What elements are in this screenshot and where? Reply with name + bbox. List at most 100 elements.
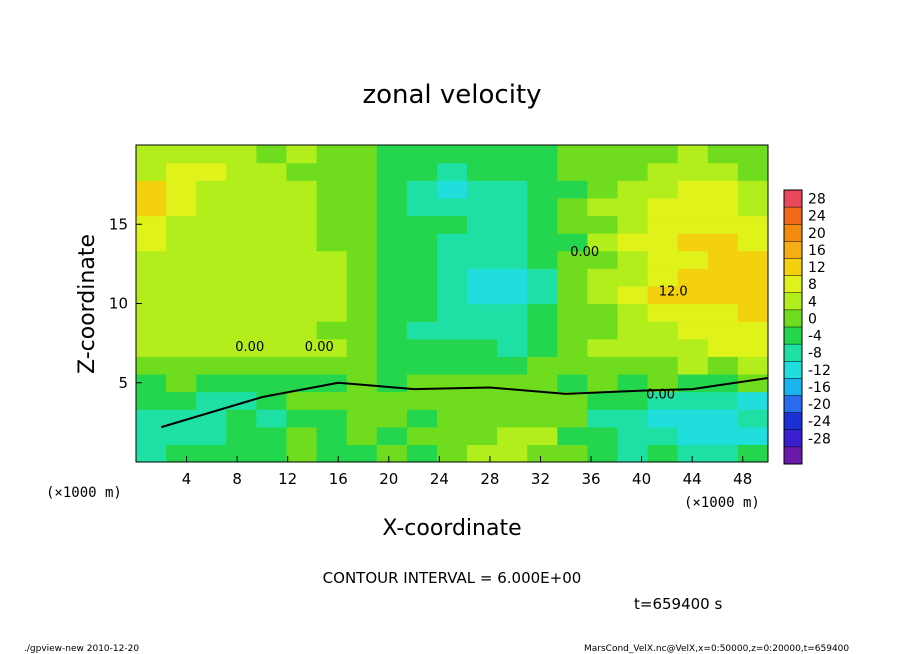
heatmap-cell <box>467 373 498 393</box>
heatmap-cell <box>166 391 197 410</box>
heatmap-cell <box>497 250 528 269</box>
heatmap-cell <box>647 268 679 287</box>
colorbar-label: -8 <box>808 346 822 362</box>
heatmap-cell <box>406 233 438 252</box>
heatmap-cell <box>406 409 438 428</box>
heatmap-cell <box>707 321 739 340</box>
colorbar-label: -24 <box>808 414 831 430</box>
heatmap-cell <box>647 303 679 322</box>
heatmap-cell <box>737 409 768 428</box>
heatmap-cell <box>256 215 288 234</box>
heatmap-cell <box>346 145 378 164</box>
heatmap-cell <box>587 162 619 181</box>
heatmap-cell <box>346 444 378 462</box>
heatmap-cell <box>256 180 288 199</box>
heatmap-cell <box>136 338 167 357</box>
heatmap-cell <box>677 285 709 305</box>
colorbar-label: 24 <box>808 209 826 225</box>
heatmap-cell <box>527 162 558 181</box>
heatmap-cell <box>436 180 468 199</box>
heatmap-cell <box>226 145 257 164</box>
y-tick-label: 5 <box>118 374 128 392</box>
x-tick-label: 36 <box>581 470 600 488</box>
colorbar-label: 12 <box>808 260 826 276</box>
heatmap-cell <box>256 197 288 217</box>
heatmap-cell <box>497 373 528 393</box>
heatmap-cell <box>587 338 619 357</box>
heatmap-cell <box>196 303 227 322</box>
heatmap-cell <box>557 338 589 357</box>
heatmap-cell <box>136 391 167 410</box>
heatmap-cell <box>376 303 408 322</box>
footer-left: ./gpview-new 2010-12-20 <box>24 644 139 654</box>
heatmap-cell <box>557 321 589 340</box>
heatmap-cell <box>587 321 619 340</box>
x-axis-ticks: 4 8 12 16 20 24 28 32 36 40 44 48 <box>182 456 752 488</box>
x-tick-label: 16 <box>329 470 348 488</box>
heatmap-cell <box>196 338 227 357</box>
heatmap-cell <box>226 180 257 199</box>
contour-interval-label: CONTOUR INTERVAL = 6.000E+00 <box>323 569 582 587</box>
heatmap-cell <box>497 444 528 462</box>
heatmap-cell <box>436 162 468 181</box>
heatmap-cell <box>677 180 709 199</box>
heatmap-cell <box>316 338 348 357</box>
heatmap-cell <box>497 180 528 199</box>
heatmap-cell <box>346 373 378 393</box>
heatmap-cell <box>256 409 288 428</box>
heatmap-cell <box>436 197 468 217</box>
heatmap-cell <box>587 268 619 287</box>
heatmap-cell <box>707 180 739 199</box>
colorbar-label: 20 <box>808 226 826 242</box>
heatmap-cell <box>467 145 498 164</box>
heatmap-cell <box>136 373 167 393</box>
heatmap-cell <box>527 303 558 322</box>
contour-label: 0.00 <box>235 340 264 355</box>
heatmap-cell <box>587 373 619 393</box>
heatmap-cell <box>286 426 318 445</box>
heatmap-cell <box>527 426 558 445</box>
heatmap-cell <box>557 250 589 269</box>
x-tick-label: 40 <box>632 470 651 488</box>
heatmap-cell <box>196 268 227 287</box>
footer-right: MarsCond_VelX.nc@VelX,x=0:50000,z=0:2000… <box>584 644 849 654</box>
heatmap-cell <box>527 338 558 357</box>
heatmap-cell <box>467 285 498 305</box>
contour-label: 0.00 <box>646 388 675 403</box>
colorbar-label: -20 <box>808 397 831 413</box>
heatmap-cell <box>256 285 288 305</box>
heatmap-cell <box>316 391 348 410</box>
heatmap-cell <box>136 233 167 252</box>
heatmap-cell <box>527 215 558 234</box>
heatmap-cell <box>647 321 679 340</box>
heatmap-cell <box>677 268 709 287</box>
heatmap-cell <box>136 356 167 375</box>
heatmap-cell <box>707 268 739 287</box>
heatmap-cell <box>737 162 768 181</box>
heatmap-cell <box>316 356 348 375</box>
heatmap-cell <box>557 233 589 252</box>
heatmap-cell <box>376 180 408 199</box>
heatmap-cell <box>196 162 227 181</box>
heatmap-cell <box>617 321 649 340</box>
heatmap-cell <box>136 215 167 234</box>
heatmap-cell <box>737 303 768 322</box>
heatmap-cell <box>436 426 468 445</box>
heatmap-cell <box>647 180 679 199</box>
colorbar-swatch <box>784 327 802 345</box>
heatmap-cell <box>346 409 378 428</box>
heatmap-cell <box>677 391 709 410</box>
heatmap-cell <box>467 356 498 375</box>
heatmap-cell <box>226 321 257 340</box>
heatmap-cell <box>286 250 318 269</box>
heatmap-cell <box>196 180 227 199</box>
heatmap-cell <box>587 197 619 217</box>
x-tick-label: 12 <box>278 470 297 488</box>
colorbar-swatch <box>784 207 802 225</box>
heatmap-cell <box>557 162 589 181</box>
heatmap-cell <box>497 338 528 357</box>
heatmap-cell <box>346 356 378 375</box>
heatmap-cell <box>436 303 468 322</box>
heatmap-cell <box>647 197 679 217</box>
heatmap-cell <box>376 356 408 375</box>
